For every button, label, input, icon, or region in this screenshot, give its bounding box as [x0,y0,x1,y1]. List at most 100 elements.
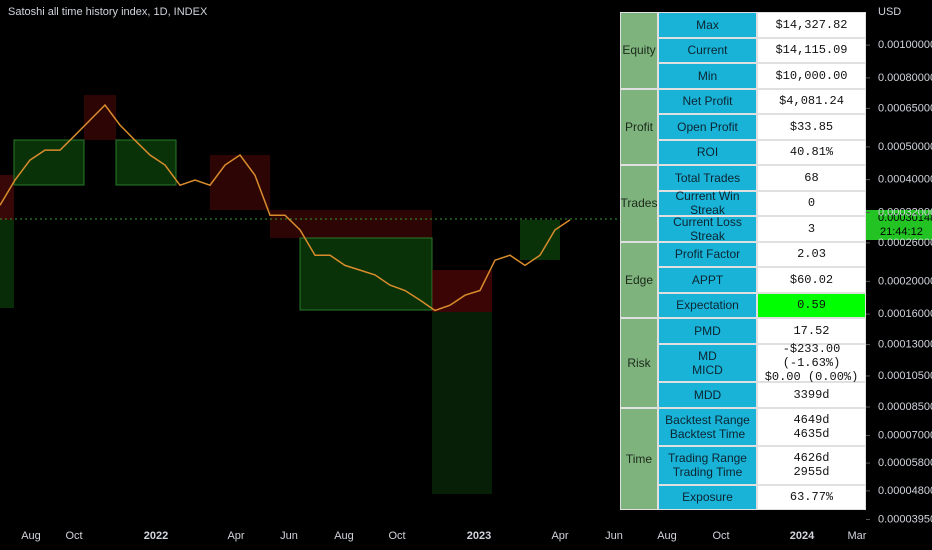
metric-value-text: 3 [807,221,816,236]
y-tick-label: 0.00026000 [878,237,932,249]
y-tick-label: 0.00007000 [878,429,932,441]
metric-label: Max [658,12,757,38]
metric-name: Trading Time [672,465,743,480]
metric-value: 3 [757,216,866,242]
metric-value: 2.03 [757,241,866,267]
win-zone [299,237,433,311]
section-name: Trades [620,196,658,211]
metric-label: Trading Range Trading Time [658,446,757,485]
metric-value-text: 2.03 [797,247,826,262]
y-tick-label: 0.00040000 [878,174,932,186]
y-tick-label: 0.00065000 [878,102,932,114]
metric-value-text: 40.81% [789,145,834,160]
x-tick-label: 2022 [144,530,168,542]
metric-name: Backtest Range [665,412,750,427]
metric-value: 3399d [757,382,866,408]
y-tick-label: 0.00032000 [878,206,932,218]
metric-value-text: 63.77% [789,490,834,505]
section-name: Risk [627,355,651,370]
win-zone [520,220,560,260]
y-tick-label: 0.00100000 [878,39,932,51]
metric-value: $60.02 [757,267,866,293]
x-tick-label: Apr [227,530,244,542]
y-tick-label: 0.00016000 [878,308,932,320]
loss-zone [84,95,116,140]
metric-value-text: $10,000.00 [775,68,848,83]
loss-zone [432,270,492,312]
metric-label: APPT [658,267,757,293]
metric-value-text: 0 [807,196,816,211]
x-tick-label: Oct [712,530,729,542]
x-tick-label: 2024 [790,530,815,542]
metric-name: Max [696,17,719,32]
section-cell: Edge [620,241,658,318]
metric-value: 4626d 2955d [757,446,866,485]
x-tick-label: Jun [280,530,298,542]
metric-name: Net Profit [682,94,733,109]
section-name: Edge [624,272,654,287]
trade-zones [0,95,560,494]
metric-value: 40.81% [757,139,866,165]
win-zone [432,312,492,494]
metric-value: 0 [757,190,866,216]
last-price-label: 0.00030148 [878,212,932,224]
metric-label: Net Profit [658,88,757,114]
metric-name: Open Profit [677,119,738,134]
metric-label: MD MICD [658,343,757,382]
x-tick-label: Jun [605,530,623,542]
x-tick-label: Aug [21,530,41,542]
y-tick-label: 0.00010500 [878,370,932,382]
metric-label: Exposure [658,484,757,510]
y-tick-label: 0.00050000 [878,141,932,153]
metric-label: Expectation [658,292,757,318]
metric-value: 0.59 [757,292,866,318]
section-cell: Time [620,407,658,510]
section-name: Time [625,451,653,466]
metric-value: 17.52 [757,318,866,344]
x-tick-label: Aug [657,530,677,542]
metric-value-text: $60.02 [789,272,834,287]
metric-value: $14,327.82 [757,12,866,38]
metric-name: MDD [693,387,722,402]
metric-value: -$233.00 (-1.63%) $0.00 (0.00%) [757,342,866,384]
x-tick-label: Oct [65,530,82,542]
metric-name: Total Trades [674,170,741,185]
win-zone [115,139,177,186]
metric-label: Current Win Streak [658,189,757,218]
metric-value: 68 [757,165,866,191]
metric-name: ROI [696,145,719,160]
x-tick-label: Apr [551,530,568,542]
metric-label: Current [658,37,757,63]
metric-name: Trading Range [668,451,747,466]
section-name: Profit [624,119,653,134]
metric-name: PMD [694,323,721,338]
metric-name: Current [687,43,728,58]
metric-name: Current Win Streak [675,189,740,218]
metric-name: MICD [692,362,723,377]
metric-name: Backtest Time [669,426,746,441]
metric-label: Profit Factor [658,241,757,267]
section-cell: Profit [620,88,658,165]
section-name: Equity [622,43,656,58]
x-tick-label: Aug [334,530,354,542]
y-tick-label: 0.00008500 [878,401,932,413]
metric-label: ROI [658,139,757,165]
section-cell: Risk [620,318,658,408]
metric-name: Current Loss Streak [673,214,742,243]
metric-label: MDD [658,382,757,408]
metric-value-text: 17.52 [793,323,830,338]
metric-value: 4649d 4635d [757,407,866,446]
metric-value: $4,081.24 [757,88,866,114]
y-tick-label: 0.00004800 [878,485,932,497]
x-tick-label: Mar [848,530,867,542]
y-tick-label: 0.00005800 [878,457,932,469]
price-line [0,103,571,312]
stats-table: Equity Max $14,327.82 Current $14,115.09 Min $… [620,12,866,510]
last-price-tag [866,210,932,240]
metric-label: Backtest Range Backtest Time [658,407,757,446]
y-tick-label: 0.00080000 [878,72,932,84]
loss-zone [270,210,432,238]
win-zone [13,139,85,186]
